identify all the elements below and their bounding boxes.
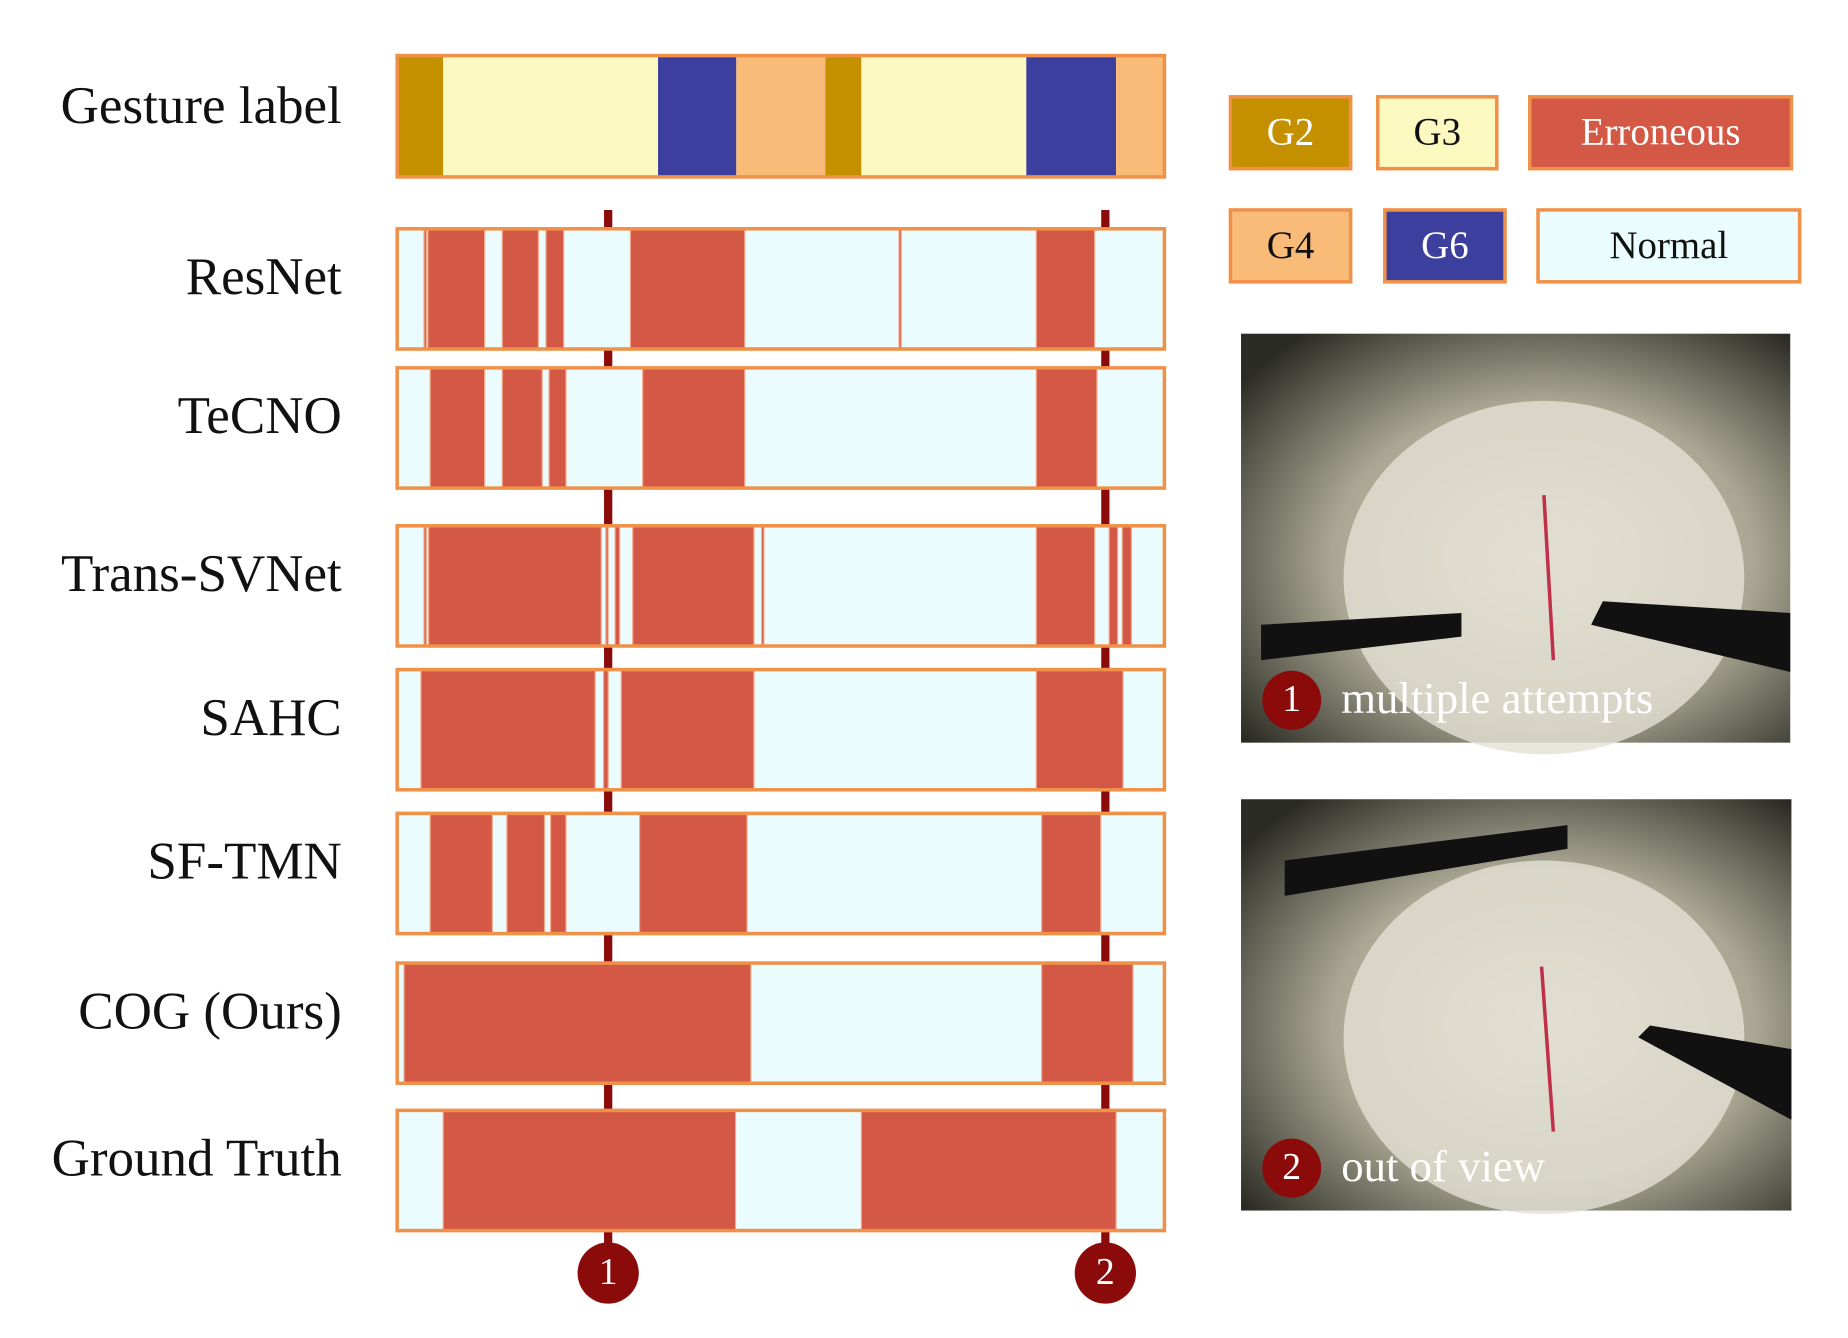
error-segment [442, 1109, 737, 1232]
bar-border [395, 53, 1167, 179]
error-segment [429, 367, 486, 489]
image-number: 2 [1282, 1146, 1301, 1188]
gesture-segment [1116, 55, 1165, 177]
row-label: COG (Ours) [78, 982, 342, 1040]
legend-swatch [1536, 208, 1802, 284]
error-segment [1121, 525, 1133, 647]
image-caption: multiple attempts [1341, 673, 1653, 723]
error-segment [545, 228, 565, 350]
gesture-segment [825, 55, 862, 177]
legend-label: G4 [1267, 224, 1315, 267]
error-segment [620, 669, 755, 791]
row-label: Trans-SVNet [61, 545, 342, 603]
row-label: Gesture label [61, 77, 342, 135]
legend-swatch [1528, 95, 1794, 171]
marker-label: 1 [599, 1251, 618, 1293]
row-label: SAHC [200, 689, 341, 747]
gesture-segment [397, 55, 444, 177]
error-segment [1041, 962, 1134, 1084]
bar-border [395, 366, 1167, 490]
legend-swatch [1228, 208, 1353, 284]
gesture-segment [1026, 55, 1117, 177]
error-segment [550, 812, 567, 935]
error-segment [1035, 525, 1096, 647]
row-label: Ground Truth [52, 1130, 342, 1188]
error-segment [1041, 812, 1102, 935]
error-segment [1035, 228, 1096, 350]
error-segment [1035, 669, 1124, 791]
error-segment [429, 812, 493, 935]
legend-label: G6 [1421, 224, 1469, 267]
error-segment [501, 228, 539, 350]
image-number: 1 [1282, 678, 1301, 720]
bar-border [395, 667, 1167, 792]
row-label: ResNet [186, 248, 342, 306]
error-segment [629, 228, 746, 350]
error-segment [761, 525, 765, 647]
error-segment [898, 228, 902, 350]
error-segment [403, 962, 752, 1084]
error-segment [501, 367, 543, 489]
gesture-segment [861, 55, 1027, 177]
error-segment [605, 525, 609, 647]
legend-label: G3 [1414, 111, 1462, 154]
error-segment [427, 228, 486, 350]
legend-label: G2 [1267, 111, 1315, 154]
legend-label: Normal [1609, 224, 1728, 267]
bar-border [395, 811, 1167, 936]
bar-border [395, 227, 1167, 351]
error-segment [614, 525, 621, 647]
marker-circle [1074, 1242, 1136, 1304]
bar-border [395, 961, 1167, 1086]
row-label: TeCNO [178, 387, 342, 445]
legend-swatch [1383, 208, 1507, 284]
error-segment [506, 812, 546, 935]
gesture-segment [658, 55, 737, 177]
error-segment [632, 525, 755, 647]
photo: 2 out of view [1241, 799, 1792, 1215]
legend-label: Erroneous [1581, 111, 1741, 154]
error-segment [1035, 367, 1098, 489]
error-segment [1108, 525, 1119, 647]
error-segment [639, 812, 748, 935]
photo: 1 multiple attempts [1241, 333, 1791, 755]
marker-label: 2 [1096, 1251, 1115, 1293]
error-segment [642, 367, 746, 489]
gesture-segment [443, 55, 659, 177]
bar-border [395, 1108, 1167, 1233]
bar-border [395, 524, 1167, 648]
error-segment [423, 228, 427, 350]
marker-circle [577, 1242, 639, 1304]
error-segment [423, 525, 427, 647]
image-caption: out of view [1341, 1141, 1546, 1191]
legend-swatch [1375, 95, 1499, 171]
error-segment [860, 1109, 1117, 1232]
gesture-segment [736, 55, 826, 177]
legend-swatch [1228, 95, 1353, 171]
row-label: SF-TMN [147, 833, 341, 891]
error-segment [602, 669, 609, 791]
error-segment [548, 367, 567, 489]
error-segment [420, 669, 596, 791]
error-segment [428, 525, 602, 647]
